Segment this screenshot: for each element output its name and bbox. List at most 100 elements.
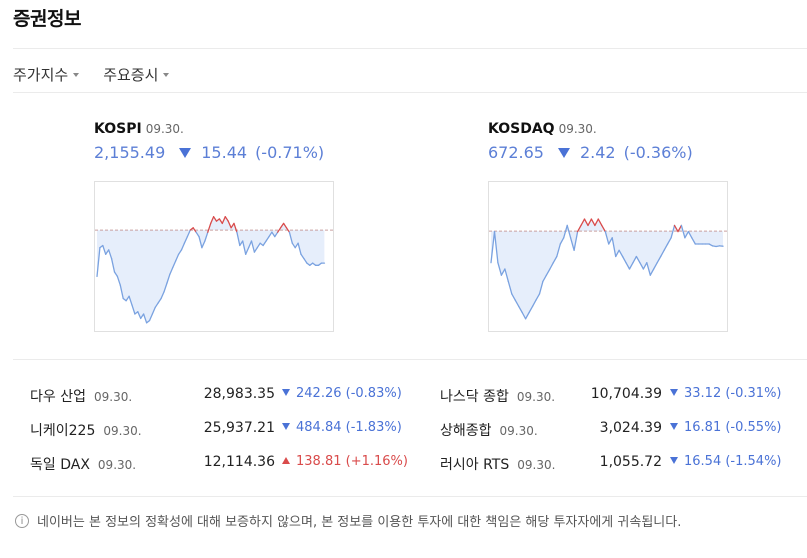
chart-line-segment — [535, 293, 541, 301]
chart-line-segment — [538, 280, 544, 295]
chart-line-segment — [108, 249, 113, 260]
chart-line-segment — [621, 255, 627, 264]
up-triangle-icon — [282, 457, 290, 464]
quote-percent: (+1.16%) — [345, 454, 408, 469]
chart-line-segment — [514, 299, 520, 307]
chart-line-segment — [125, 295, 130, 302]
index-panel-kospi[interactable]: KOSPI 09.30. 2,155.49 15.44 (-0.71%) — [94, 118, 334, 332]
down-triangle-icon — [670, 389, 678, 396]
chart-line-segment — [611, 237, 617, 258]
chart-line-segment — [157, 297, 162, 304]
quote-row[interactable]: 독일 DAX 09.30. 12,114.36 138.81 (+1.16%) — [30, 454, 410, 474]
chart-line-segment — [708, 243, 714, 247]
chart-line-segment — [245, 247, 250, 255]
chart-line-segment — [552, 255, 558, 264]
index-value: 672.65 — [488, 143, 544, 162]
divider — [13, 496, 807, 497]
chart-line-segment — [169, 266, 174, 275]
quote-name: 독일 DAX — [30, 457, 90, 473]
quote-change-value: 138.81 — [296, 454, 342, 469]
chart-area-fill — [97, 216, 325, 323]
chart-line-segment — [186, 229, 191, 238]
disclaimer: i 네이버는 본 정보의 정확성에 대해 보증하지 않으며, 본 정보를 이용한… — [15, 513, 800, 532]
chart-line-segment — [224, 216, 229, 222]
down-triangle-icon — [670, 457, 678, 464]
chart-line-segment — [262, 240, 267, 247]
chart-line-segment — [140, 313, 145, 320]
chart-line-segment — [236, 231, 241, 247]
chart-line-segment — [128, 295, 133, 306]
chart-line-segment — [663, 243, 669, 251]
quote-row[interactable]: 니케이225 09.30. 25,937.21 484.84 (-1.83%) — [30, 420, 410, 440]
chart-line-segment — [531, 299, 537, 307]
chart-line-segment — [247, 240, 253, 249]
quote-date: 09.30. — [516, 390, 556, 404]
index-chart-kosdaq[interactable] — [488, 181, 728, 332]
chart-line-segment — [172, 260, 177, 269]
quote-name: 니케이225 — [30, 423, 96, 439]
chart-line-segment — [618, 249, 624, 258]
tab-stock-index[interactable]: 주가지수 — [13, 64, 80, 85]
chart-line-segment — [524, 311, 530, 320]
quote-row[interactable]: 상해종합 09.30. 3,024.39 16.81 (-0.55%) — [440, 420, 790, 440]
chart-line-segment — [242, 240, 247, 255]
quote-date: 09.30. — [93, 390, 133, 404]
chart-line-segment — [518, 305, 523, 314]
chart-line-segment — [563, 224, 568, 239]
info-icon: i — [15, 514, 29, 528]
chart-line-segment — [160, 291, 165, 300]
down-triangle-icon — [179, 147, 192, 158]
chart-line-segment — [271, 231, 276, 238]
chart-line-segment — [632, 255, 638, 264]
chart-line-segment — [233, 222, 238, 233]
quote-change: 16.54 (-1.54%) — [670, 454, 782, 469]
chart-line-segment — [204, 231, 209, 242]
chart-line-segment — [653, 262, 658, 270]
quote-percent: (-0.31%) — [725, 386, 782, 401]
index-name: KOSDAQ — [488, 121, 555, 137]
chart-line-segment — [221, 216, 226, 225]
chart-line-segment — [691, 237, 696, 245]
quote-value: 10,704.39 — [590, 386, 662, 402]
index-chart-kospi[interactable] — [94, 181, 334, 332]
quote-change: 33.12 (-0.31%) — [670, 386, 782, 401]
chart-line-segment — [192, 227, 197, 233]
tab-bar: 주가지수 주요증시 — [13, 64, 170, 85]
tab-major-markets[interactable]: 주요증시 — [103, 64, 170, 85]
quote-date: 09.30. — [499, 424, 538, 438]
chart-line-segment — [288, 231, 293, 244]
chart-svg — [489, 218, 727, 320]
chart-line-segment — [282, 222, 288, 229]
quote-row[interactable]: 러시아 RTS 09.30. 1,055.72 16.54 (-1.54%) — [440, 454, 790, 474]
chart-line-segment — [677, 224, 683, 233]
chart-line-segment — [250, 240, 256, 253]
index-panel-kosdaq[interactable]: KOSDAQ 09.30. 672.65 2.42 (-0.36%) — [488, 118, 728, 332]
chart-line-segment — [642, 262, 648, 270]
page-title: 증권정보 — [13, 8, 81, 30]
chart-line-segment — [177, 249, 183, 255]
chart-line-segment — [521, 311, 527, 320]
caret-down-icon — [163, 72, 170, 77]
quote-date: 09.30. — [97, 458, 137, 472]
chart-line-segment — [666, 237, 672, 245]
chart-line-segment — [116, 275, 121, 286]
quote-name: 나스닥 종합 — [440, 389, 509, 405]
divider — [13, 92, 807, 93]
quote-row[interactable]: 다우 산업 09.30. 28,983.35 242.26 (-0.83%) — [30, 386, 410, 406]
quote-row[interactable]: 나스닥 종합 09.30. 10,704.39 33.12 (-0.31%) — [440, 386, 790, 406]
tab-label: 주요증시 — [103, 66, 159, 84]
chart-line-segment — [635, 255, 641, 264]
index-values: 672.65 2.42 (-0.36%) — [488, 143, 728, 162]
chart-line-segment — [166, 273, 171, 284]
quote-name: 러시아 RTS — [440, 457, 510, 473]
chart-line-segment — [201, 240, 206, 249]
chart-line-segment — [597, 218, 603, 227]
chart-line-segment — [297, 242, 302, 255]
quote-date: 09.30. — [103, 424, 142, 438]
chart-line-segment — [227, 220, 232, 229]
quote-change: 16.81 (-0.55%) — [670, 420, 782, 435]
chart-line-segment — [490, 230, 496, 264]
chart-line-segment — [504, 268, 509, 283]
chart-line-segment — [137, 311, 142, 320]
chart-line-segment — [649, 268, 655, 276]
